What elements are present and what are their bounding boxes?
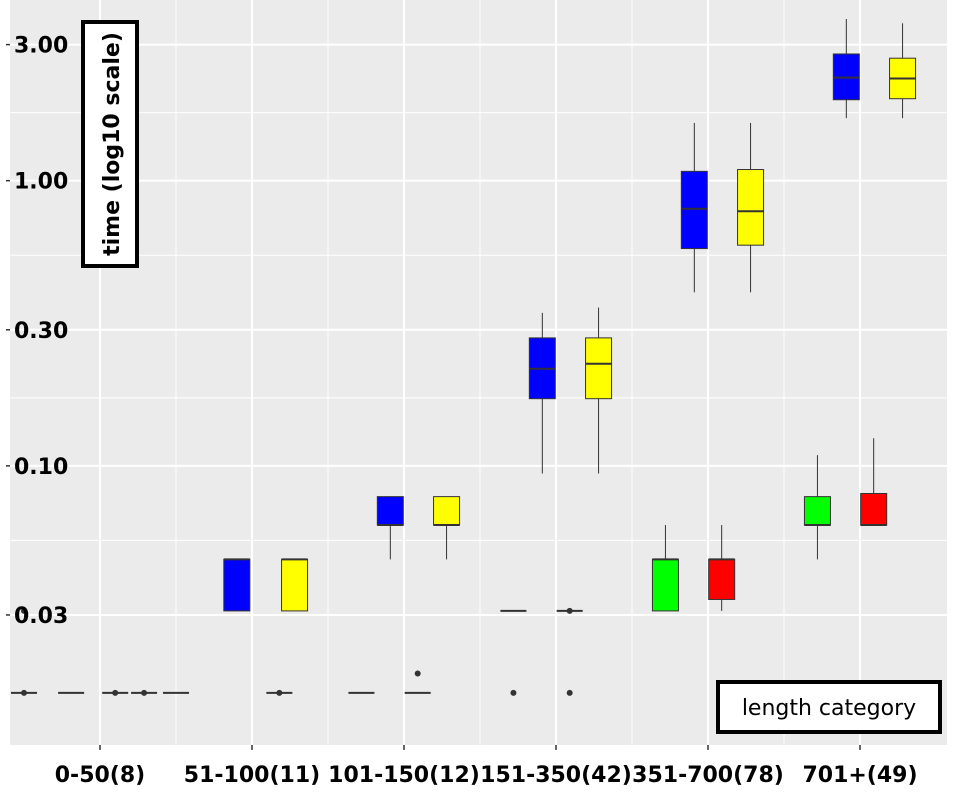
boxes-layer — [11, 19, 917, 696]
box-51-100(11)-#FFFF00 — [281, 558, 309, 612]
outlier-point — [21, 607, 27, 614]
box-iqr — [651, 558, 679, 612]
box-701+(49)-#FFFF00 — [889, 23, 917, 119]
outlier-point — [21, 689, 27, 696]
y-axis-label: time (log10 scale) — [100, 32, 125, 256]
box-0-50(8)-#0000FF — [11, 607, 37, 696]
outlier-point — [276, 689, 283, 696]
box-iqr — [680, 170, 708, 250]
y-tick-label: 3.00 — [14, 34, 68, 59]
box-101-150(12)-#FFFF00 — [433, 496, 461, 560]
y-tick-label: 0.03 — [14, 604, 68, 629]
x-tick-label: 51-100(11) — [184, 763, 320, 788]
box-701+(49)-#FF0000 — [860, 438, 888, 527]
box-0-50(8)-#FF0000 — [131, 689, 158, 696]
box-iqr — [803, 496, 831, 526]
outlier-point — [141, 689, 148, 696]
box-101-150(12)-#FF0000 — [404, 670, 431, 694]
box-351-700(78)-#FF0000 — [708, 525, 736, 611]
box-iqr — [223, 558, 251, 612]
box-0-50(8)-#00FF00 — [102, 689, 129, 696]
box-iqr — [585, 337, 613, 400]
box-51-100(11)-#0000FF — [223, 558, 251, 612]
outlier-point — [510, 689, 517, 696]
box-iqr — [281, 558, 309, 612]
y-axis-label-box: time (log10 scale) — [81, 20, 139, 268]
x-tick-label: 151-350(42) — [480, 763, 632, 788]
box-iqr — [708, 558, 736, 600]
x-tick-label: 351-700(78) — [632, 763, 784, 788]
y-tick-label: 0.10 — [14, 455, 68, 480]
x-tick-label: 101-150(12) — [328, 763, 480, 788]
box-351-700(78)-#0000FF — [680, 122, 708, 293]
box-iqr — [376, 496, 404, 526]
plot-panel — [10, 0, 947, 745]
outlier-point — [414, 670, 421, 677]
box-151-350(42)-#0000FF — [528, 312, 556, 474]
y-tick-label: 0.30 — [14, 319, 68, 344]
box-iqr — [433, 496, 461, 526]
box-351-700(78)-#00FF00 — [651, 525, 679, 612]
x-tick-label: 701+(49) — [802, 763, 917, 788]
x-axis-label-box: length category — [716, 680, 942, 734]
outlier-point — [566, 689, 573, 696]
outlier-point — [112, 689, 119, 696]
box-iqr — [860, 492, 888, 526]
y-tick-labels: 0.03 0.10 0.30 1.00 3.00 — [6, 34, 68, 629]
gridlines — [10, 0, 947, 745]
box-701+(49)-#0000FF — [832, 19, 860, 119]
box-51-100(11)-#FF0000 — [266, 689, 293, 696]
box-701+(49)-#00FF00 — [803, 455, 831, 560]
x-tick-label: 0-50(8) — [55, 763, 145, 788]
x-tick-labels: 0-50(8) 51-100(11) 101-150(12) 151-350(42) 3… — [55, 745, 918, 788]
box-151-350(42)-#FF0000 — [556, 607, 583, 696]
outlier-point — [566, 607, 573, 614]
x-axis-label: length category — [742, 696, 916, 721]
box-iqr — [737, 169, 765, 246]
box-351-700(78)-#FFFF00 — [737, 122, 765, 293]
box-151-350(42)-#FFFF00 — [585, 307, 613, 474]
box-151-350(42)-#00FF00 — [500, 609, 527, 696]
y-tick-label: 1.00 — [14, 170, 68, 195]
box-101-150(12)-#0000FF — [376, 496, 404, 560]
